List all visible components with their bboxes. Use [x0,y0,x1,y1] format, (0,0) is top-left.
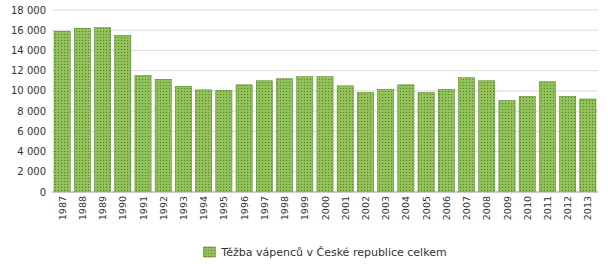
bar [196,90,212,192]
bar [297,77,313,192]
x-tick-label: 2001 [340,196,351,220]
grid-line [52,70,598,71]
bar [236,85,252,192]
x-tick-label: 2003 [380,196,391,220]
bar [479,81,495,192]
chart-container: 0 2 000 4 000 6 000 8 000 10 000 12 000 14 000 1… [0,0,608,264]
bar [580,99,596,192]
y-tick-label: 8 000 [17,106,46,117]
x-tick-label: 1988 [77,196,88,220]
bar [337,86,353,192]
x-tick-label: 1993 [178,196,189,220]
grid-line [52,192,598,193]
x-tick-label: 1992 [158,196,169,220]
bar [418,92,434,192]
x-axis: 1987 1988 1989 1990 1991 1992 1993 1994 1995 1996… [57,196,594,220]
grid [52,10,598,192]
bar [256,81,272,192]
x-tick-label: 1997 [259,196,270,220]
x-tick-label: 1999 [299,196,310,220]
bar [155,79,171,192]
x-tick-label: 1989 [97,196,108,220]
x-tick-label: 2006 [441,196,452,220]
x-tick-label: 2008 [481,196,492,220]
bar [74,28,90,192]
y-tick-label: 4 000 [17,146,46,157]
y-tick-label: 0 [40,187,46,198]
chart-svg: 0 2 000 4 000 6 000 8 000 10 000 12 000 14 000 1… [0,0,608,264]
bar [94,28,110,192]
bar [317,77,333,192]
bar [115,35,131,192]
x-tick-label: 2009 [502,196,513,220]
x-tick-label: 2004 [400,196,411,220]
y-tick-label: 2 000 [17,166,46,177]
bar [135,76,151,192]
y-tick-label: 6 000 [17,126,46,137]
bar [216,90,232,192]
bar [398,85,414,192]
x-tick-label: 1994 [198,196,209,220]
y-tick-label: 18 000 [11,5,46,16]
x-tick-label: 2013 [582,196,593,220]
x-tick-label: 1996 [239,196,250,220]
x-tick-label: 2012 [562,196,573,220]
y-tick-label: 12 000 [11,65,46,76]
y-axis: 0 2 000 4 000 6 000 8 000 10 000 12 000 14 000 1… [11,5,46,198]
bar [519,96,535,192]
y-tick-label: 14 000 [11,45,46,56]
bar [560,96,576,192]
x-tick-label: 2007 [461,196,472,220]
x-axis-line [52,192,598,193]
bar [357,92,373,192]
x-tick-label: 1991 [138,196,149,220]
bar [458,78,474,192]
x-tick-label: 1995 [218,196,229,220]
bar [276,79,292,192]
x-tick-label: 2000 [320,196,331,220]
x-tick-label: 1987 [57,196,68,220]
bar [438,89,454,192]
y-tick-label: 10 000 [11,85,46,96]
bar [499,100,515,192]
x-tick-label: 1998 [279,196,290,220]
bars [54,28,596,192]
grid-line [52,10,598,11]
grid-line [52,50,598,51]
x-tick-label: 2005 [421,196,432,220]
bar [54,31,70,192]
bar [378,89,394,192]
legend-swatch [203,247,215,257]
x-tick-label: 2011 [542,196,553,220]
legend: Těžba vápenců v České republice celkem [203,246,446,259]
x-tick-label: 1990 [117,196,128,220]
x-tick-label: 2002 [360,196,371,220]
legend-label: Těžba vápenců v České republice celkem [220,246,446,259]
y-tick-label: 16 000 [11,25,46,36]
bar [175,86,191,192]
bar [539,82,555,192]
grid-line [52,30,598,31]
x-tick-label: 2010 [522,196,533,220]
